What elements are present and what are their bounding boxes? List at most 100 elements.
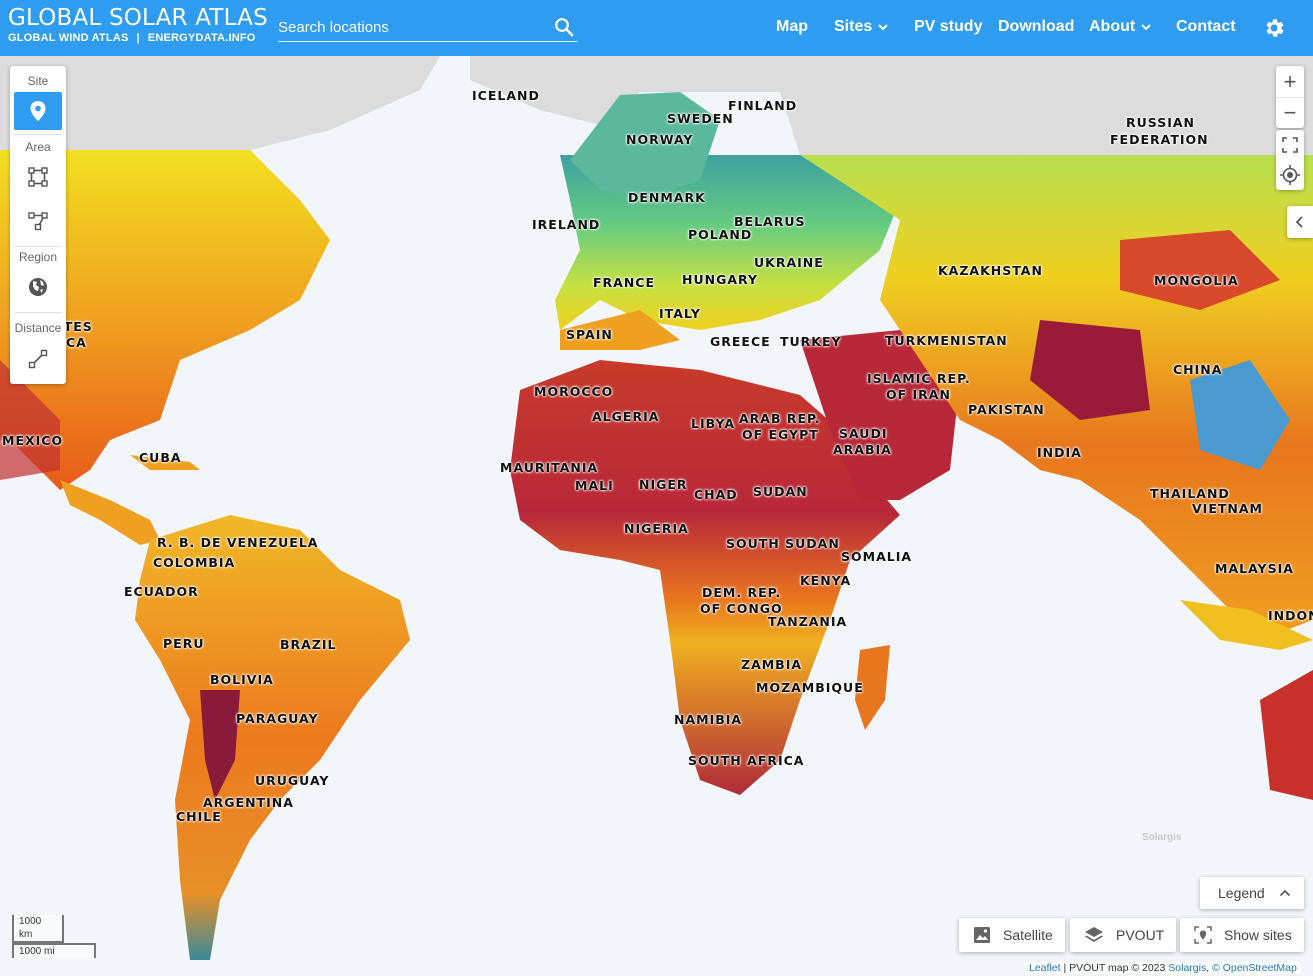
search-icon[interactable]	[554, 17, 574, 37]
app-title[interactable]: GLOBAL SOLAR ATLAS	[8, 5, 268, 31]
country-label: PERU	[163, 636, 205, 651]
fullscreen-button[interactable]	[1276, 130, 1304, 160]
side-panel-toggle[interactable]	[1287, 206, 1313, 238]
country-label: OF IRAN	[886, 387, 951, 402]
country-label: CA	[66, 335, 87, 350]
nav-download[interactable]: Download	[998, 18, 1075, 35]
country-label: IRELAND	[532, 217, 601, 232]
country-label: MAURITANIA	[500, 460, 599, 475]
country-label: MOZAMBIQUE	[756, 680, 864, 695]
scale-bar: 1000 km 1000 mi	[12, 915, 96, 958]
country-label: UKRAINE	[754, 255, 824, 270]
country-label: MEXICO	[2, 433, 64, 448]
solargis-link[interactable]: Solargis	[1168, 962, 1207, 974]
divider	[14, 246, 62, 247]
openstreetmap-link[interactable]: © OpenStreetMap	[1212, 962, 1297, 974]
nav-pv-study[interactable]: PV study	[914, 18, 983, 35]
country-label: VIETNAM	[1192, 501, 1263, 516]
country-label: KENYA	[800, 573, 852, 588]
global-wind-atlas-link[interactable]: GLOBAL WIND ATLAS	[8, 32, 129, 44]
country-label: MALI	[575, 478, 614, 493]
country-label: NIGERIA	[624, 521, 689, 536]
solargis-watermark: Solargis	[1142, 832, 1182, 843]
leaflet-link[interactable]: Leaflet	[1029, 962, 1061, 974]
zoom-out-button[interactable]: −	[1276, 97, 1304, 128]
legend-button[interactable]: Legend	[1200, 877, 1304, 909]
pvout-layer-button[interactable]: PVOUT	[1070, 918, 1176, 952]
nav-map[interactable]: Map	[776, 18, 808, 35]
country-label: SOMALIA	[841, 549, 913, 564]
country-label: DEM. REP.	[702, 585, 782, 600]
search-input[interactable]	[278, 13, 538, 41]
country-label: KAZAKHSTAN	[938, 263, 1043, 278]
country-label: HUNGARY	[682, 272, 759, 287]
country-label: ARAB REP.	[739, 411, 821, 426]
polygon-tool-button[interactable]	[14, 202, 62, 240]
layers-icon	[1085, 927, 1103, 942]
distance-tool-button[interactable]	[14, 340, 62, 378]
country-label: ICELAND	[472, 88, 540, 103]
app-header: GLOBAL SOLAR ATLAS GLOBAL WIND ATLAS | ENE…	[0, 0, 1313, 56]
distance-label: Distance	[14, 321, 62, 335]
show-sites-icon	[1194, 926, 1212, 944]
country-label: CUBA	[139, 450, 182, 465]
zoom-in-button[interactable]: +	[1283, 68, 1297, 94]
separator: |	[136, 32, 140, 44]
view-controls	[1276, 130, 1304, 190]
chevron-down-icon	[1141, 24, 1151, 31]
country-label: INDON	[1268, 608, 1313, 623]
country-label: BOLIVIA	[210, 672, 274, 687]
country-label: SOUTH SUDAN	[726, 536, 840, 551]
area-label: Area	[25, 140, 51, 154]
nav-contact[interactable]: Contact	[1176, 18, 1236, 35]
zoom-control: + −	[1276, 66, 1304, 128]
country-label: PAKISTAN	[968, 402, 1045, 417]
country-label: NORWAY	[626, 132, 694, 147]
country-label: ITALY	[659, 306, 701, 321]
country-label: TANZANIA	[768, 614, 848, 629]
region-tool-button[interactable]	[14, 268, 62, 306]
attribution-text: | PVOUT map © 2023	[1060, 962, 1169, 974]
country-label: THAILAND	[1150, 486, 1230, 501]
country-label: ZAMBIA	[741, 657, 803, 672]
satellite-layer-button[interactable]: Satellite	[959, 918, 1065, 952]
selection-toolbar: Site Area Region Distance	[10, 66, 66, 384]
solar-map[interactable]: ICELAND FINLAND SWEDEN NORWAY RUSSIAN FE…	[0, 56, 1313, 976]
locate-button[interactable]	[1276, 160, 1304, 190]
country-label: CHILE	[176, 809, 222, 824]
site-tool-button[interactable]	[14, 92, 62, 130]
scale-km: 1000 km	[12, 915, 64, 943]
nav-about[interactable]: About	[1089, 18, 1152, 36]
nav-sites[interactable]: Sites	[834, 18, 889, 36]
country-label: CHINA	[1173, 362, 1223, 377]
country-label: ARGENTINA	[203, 795, 294, 810]
country-label: TURKMENISTAN	[885, 333, 1008, 348]
gear-icon[interactable]	[1262, 16, 1286, 40]
country-label: COLOMBIA	[153, 555, 236, 570]
country-label: RUSSIAN	[1126, 115, 1196, 130]
country-label: OF EGYPT	[742, 427, 819, 442]
country-label: NIGER	[639, 477, 688, 492]
country-label: MONGOLIA	[1154, 273, 1239, 288]
country-label: OF CONGO	[700, 601, 783, 616]
energydata-link[interactable]: ENERGYDATA.INFO	[147, 32, 256, 44]
country-label: GREECE	[710, 334, 771, 349]
polygon-select-icon	[28, 212, 48, 231]
country-label: BELARUS	[734, 214, 806, 229]
country-label: ISLAMIC REP.	[867, 371, 971, 386]
country-label: URUGUAY	[255, 773, 330, 788]
country-label: POLAND	[688, 227, 753, 242]
divider	[14, 134, 62, 135]
legend-label: Legend	[1218, 885, 1265, 901]
country-label: SWEDEN	[667, 111, 734, 126]
map-attribution: Leaflet | PVOUT map © 2023 Solargis, © O…	[1026, 962, 1300, 974]
site-label: Site	[27, 74, 49, 88]
show-sites-button[interactable]: Show sites	[1180, 918, 1304, 952]
locate-icon	[1280, 165, 1300, 185]
country-label: SPAIN	[566, 327, 613, 342]
map-layer	[0, 56, 1313, 960]
scale-mi: 1000 mi	[12, 943, 96, 958]
country-label: NAMIBIA	[674, 712, 743, 727]
rectangle-tool-button[interactable]	[14, 158, 62, 196]
fullscreen-icon	[1282, 137, 1298, 153]
